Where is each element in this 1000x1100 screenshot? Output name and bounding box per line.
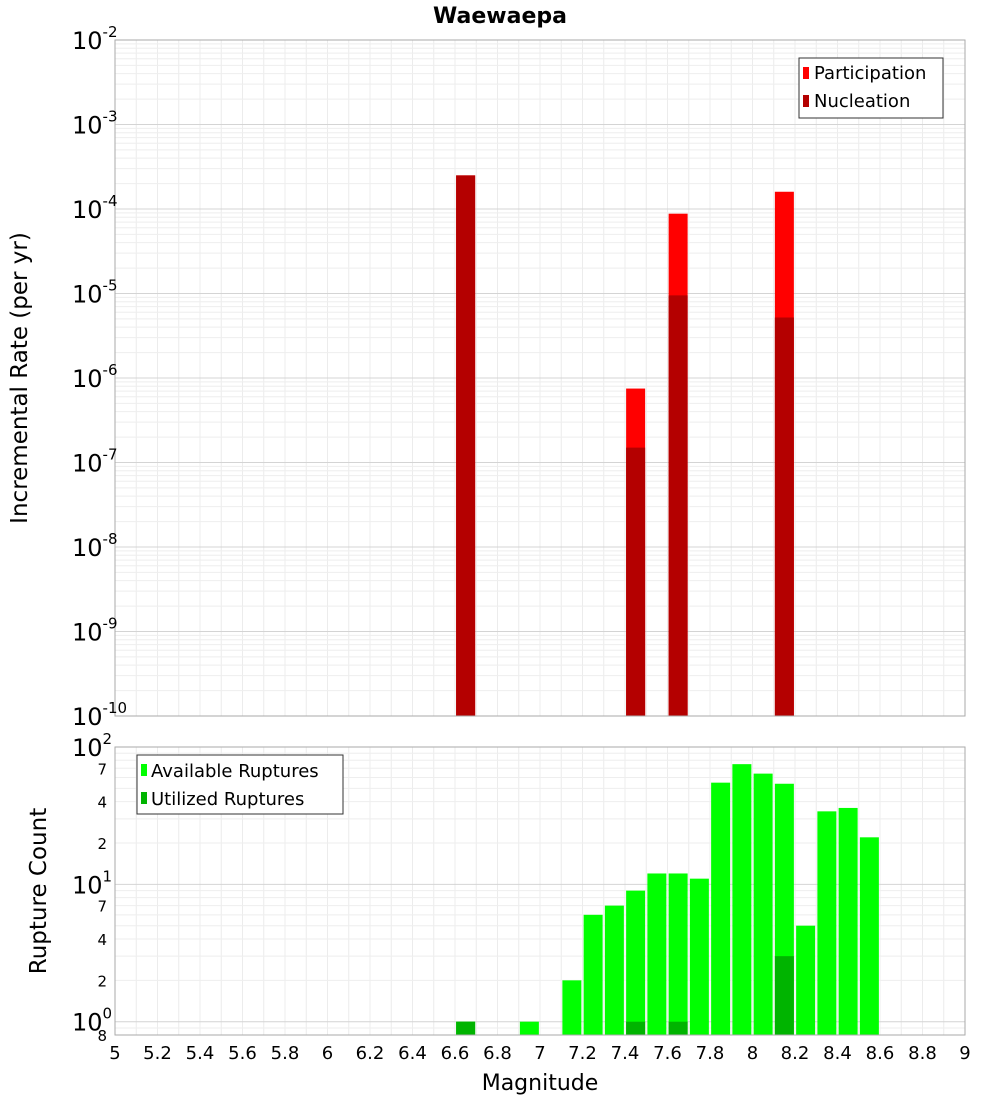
- x-tick-label: 5.6: [228, 1043, 257, 1064]
- available-ruptures-bar: [604, 905, 624, 1035]
- x-tick-label: 8.6: [866, 1043, 895, 1064]
- utilized-ruptures-bar: [626, 1021, 646, 1035]
- top-plot-frame: [114, 39, 966, 717]
- utilized-ruptures-bar: [668, 1021, 688, 1035]
- available-ruptures-bar: [838, 807, 858, 1035]
- y-tick-label: 10-3: [72, 108, 118, 140]
- y-tick-label: 10-6: [72, 361, 118, 393]
- y-tick-label: 10-4: [72, 192, 118, 224]
- available-ruptures-bar: [519, 1021, 539, 1035]
- available-ruptures-bar: [711, 782, 731, 1035]
- bottom-legend: Available Ruptures Utilized Ruptures: [136, 754, 344, 815]
- legend-swatch-nucleation: [803, 95, 809, 107]
- top-legend-box: [798, 57, 944, 119]
- nucleation-bar: [668, 295, 688, 716]
- y-tick-label: 10-2: [72, 23, 118, 55]
- x-tick-label: 7: [534, 1043, 545, 1064]
- available-ruptures-bar: [626, 890, 646, 1035]
- x-tick-label: 6: [322, 1043, 333, 1064]
- y-tick-label: 100: [72, 1005, 112, 1037]
- top-grid: [114, 40, 966, 717]
- x-axis-label: Magnitude: [482, 1071, 599, 1096]
- y-tick-label: 102: [72, 730, 112, 762]
- x-tick-label: 8.2: [781, 1043, 810, 1064]
- y-tick-label: 2: [97, 972, 107, 990]
- x-tick-label: 8.8: [908, 1043, 937, 1064]
- utilized-ruptures-bar: [456, 1021, 476, 1035]
- legend-label-participation: Participation: [814, 63, 926, 84]
- x-tick-label: 8: [747, 1043, 758, 1064]
- bottom-y-axis-label: Rupture Count: [26, 808, 52, 974]
- x-tick-label: 6.8: [483, 1043, 512, 1064]
- top-y-axis-label: Incremental Rate (per yr): [7, 232, 33, 524]
- y-tick-label: 2: [97, 835, 107, 853]
- nucleation-bar: [774, 317, 794, 716]
- legend-label-available: Available Ruptures: [151, 761, 319, 782]
- nucleation-bar: [626, 447, 646, 716]
- legend-label-nucleation: Nucleation: [814, 91, 910, 112]
- y-tick-label: 4: [97, 931, 107, 949]
- y-tick-label: 10-10: [72, 699, 127, 731]
- available-ruptures-bar: [583, 914, 603, 1035]
- top-bars: [456, 175, 794, 717]
- bottom-plot-frame: [114, 746, 966, 1036]
- x-ticks: 5 5.2 5.4 5.6 5.8 6 6.2 6.4 6.6 6.8 7 7.2 7.4 7.6 7.8 8…: [109, 1043, 970, 1064]
- top-y-ticks: 10-10 10-9 10-8 10-7 10-6 10-5 10-4 10-3 10-2: [72, 23, 127, 731]
- bottom-bars: [456, 764, 879, 1035]
- available-ruptures-bar: [859, 837, 879, 1035]
- nucleation-bar: [456, 175, 476, 716]
- available-ruptures-bar: [689, 878, 709, 1035]
- available-ruptures-bar: [732, 764, 752, 1035]
- x-tick-label: 5.8: [271, 1043, 300, 1064]
- x-tick-label: 7.8: [696, 1043, 725, 1064]
- y-tick-label: 7: [97, 760, 107, 778]
- available-ruptures-bar: [817, 811, 837, 1035]
- x-tick-label: 5.4: [186, 1043, 215, 1064]
- available-ruptures-bar: [668, 873, 688, 1035]
- chart-title: Waewaepa: [433, 4, 567, 29]
- available-ruptures-bar: [562, 980, 582, 1035]
- legend-swatch-available: [141, 764, 147, 776]
- y-tick-label: 10-7: [72, 446, 118, 478]
- y-tick-label: 7: [97, 898, 107, 916]
- x-tick-label: 8.4: [823, 1043, 852, 1064]
- available-ruptures-bar: [647, 873, 667, 1035]
- x-tick-label: 6.6: [441, 1043, 470, 1064]
- top-legend: Participation Nucleation: [798, 57, 944, 119]
- bottom-legend-box: [136, 754, 344, 815]
- y-tick-label: 10-9: [72, 615, 118, 647]
- x-tick-label: 5.2: [143, 1043, 172, 1064]
- y-tick-label: 8: [97, 1027, 107, 1045]
- legend-swatch-utilized: [141, 792, 147, 804]
- legend-label-utilized: Utilized Ruptures: [151, 789, 304, 810]
- x-tick-label: 6.2: [356, 1043, 385, 1064]
- x-tick-label: 9: [959, 1043, 970, 1064]
- x-tick-label: 6.4: [398, 1043, 427, 1064]
- x-tick-label: 5: [109, 1043, 120, 1064]
- x-tick-label: 7.2: [568, 1043, 597, 1064]
- y-tick-label: 10-5: [72, 277, 118, 309]
- y-tick-label: 10-8: [72, 530, 118, 562]
- x-tick-label: 7.6: [653, 1043, 682, 1064]
- available-ruptures-bar: [753, 773, 773, 1035]
- legend-swatch-participation: [803, 67, 809, 79]
- x-tick-label: 7.4: [611, 1043, 640, 1064]
- utilized-ruptures-bar: [774, 956, 794, 1035]
- y-tick-label: 4: [97, 794, 107, 812]
- y-tick-label: 101: [72, 867, 112, 899]
- available-ruptures-bar: [796, 925, 816, 1035]
